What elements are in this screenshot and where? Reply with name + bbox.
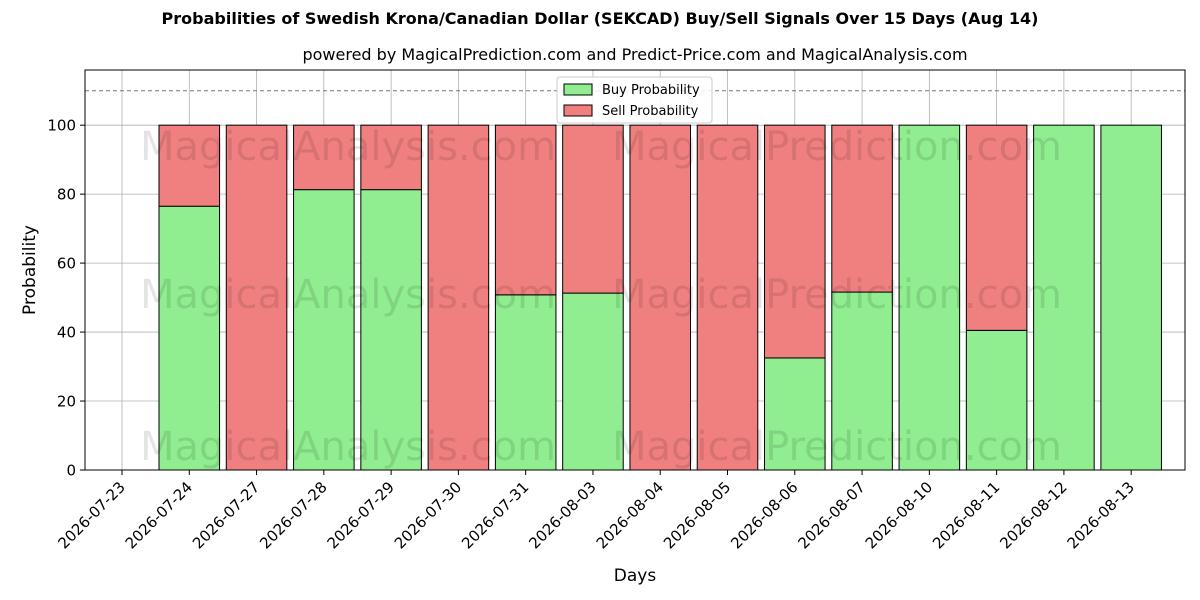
x-tick-label: 2026-08-03 — [525, 478, 599, 552]
x-tick-label: 2026-07-31 — [458, 478, 532, 552]
legend: Buy Probability Sell Probability — [556, 76, 713, 124]
x-tick-label: 2026-07-24 — [122, 478, 196, 552]
x-tick-label: 2026-08-04 — [593, 478, 667, 552]
x-tick-label: 2026-07-23 — [54, 478, 128, 552]
buy-bar — [360, 189, 422, 471]
watermark-text: MagicalAnalysis.com — [140, 272, 556, 318]
watermark-layer: MagicalAnalysis.com MagicalPrediction.com… — [140, 124, 1062, 470]
sell-bar — [629, 124, 692, 471]
buy-bar — [293, 189, 355, 471]
buy-bar — [898, 124, 961, 471]
sell-bar — [696, 124, 759, 471]
x-tick-label: 2026-07-27 — [189, 478, 263, 552]
bar-layer — [158, 124, 1162, 471]
watermark-text: MagicalPrediction.com — [612, 124, 1062, 170]
y-tick-label: 20 — [57, 393, 76, 411]
buy-bar — [831, 291, 893, 471]
sell-bar — [562, 124, 624, 294]
x-tick-label: 2026-08-07 — [795, 478, 869, 552]
sell-bar — [293, 124, 355, 191]
legend-swatch — [563, 104, 593, 117]
watermark-text: MagicalPrediction.com — [612, 424, 1062, 470]
sell-bar — [494, 124, 557, 296]
buy-bar — [158, 205, 221, 471]
y-tick-label: 80 — [57, 186, 76, 204]
x-tick-label: 2026-08-10 — [862, 478, 936, 552]
buy-bar — [1100, 124, 1162, 471]
sell-bar — [158, 124, 221, 207]
buy-bar — [562, 292, 624, 471]
sell-bar — [764, 124, 826, 359]
legend-swatch — [563, 83, 593, 96]
chart-subtitle: powered by MagicalPrediction.com and Pre… — [302, 45, 968, 64]
y-axis-label: Probability — [20, 225, 40, 315]
watermark-text: MagicalPrediction.com — [612, 272, 1062, 318]
x-tick-label: 2026-08-12 — [996, 478, 1070, 552]
x-tick-label: 2026-08-11 — [929, 478, 1003, 552]
x-tick-label: 2026-08-05 — [660, 478, 734, 552]
x-tick-label: 2026-08-13 — [1064, 478, 1138, 552]
x-tick-label: 2026-07-30 — [391, 478, 465, 552]
legend-label: Buy Probability — [602, 83, 700, 98]
x-axis-label: Days — [614, 566, 657, 586]
watermark-text: MagicalAnalysis.com — [140, 424, 556, 470]
legend-label: Sell Probability — [602, 104, 699, 119]
y-tick-label: 40 — [57, 324, 76, 342]
x-tick-label: 2026-07-29 — [324, 478, 398, 552]
sell-bar — [831, 124, 893, 293]
sell-bar — [360, 124, 422, 191]
sell-bar — [427, 124, 490, 471]
x-tick-label: 2026-07-28 — [256, 478, 330, 552]
y-tick-label: 100 — [47, 117, 76, 135]
buy-bar — [1033, 124, 1095, 471]
watermark-text: MagicalAnalysis.com — [140, 124, 556, 170]
buy-bar — [764, 357, 826, 471]
buy-bar — [494, 294, 557, 471]
sell-bar — [225, 124, 288, 471]
chart-title: Probabilities of Swedish Krona/Canadian … — [161, 9, 1039, 28]
plot-frame — [84, 69, 1186, 471]
y-tick-label: 0 — [66, 462, 76, 480]
legend-box — [556, 76, 713, 124]
x-tick-label: 2026-08-06 — [727, 478, 801, 552]
y-tick-label: 60 — [57, 255, 76, 273]
sell-bar — [965, 124, 1028, 331]
